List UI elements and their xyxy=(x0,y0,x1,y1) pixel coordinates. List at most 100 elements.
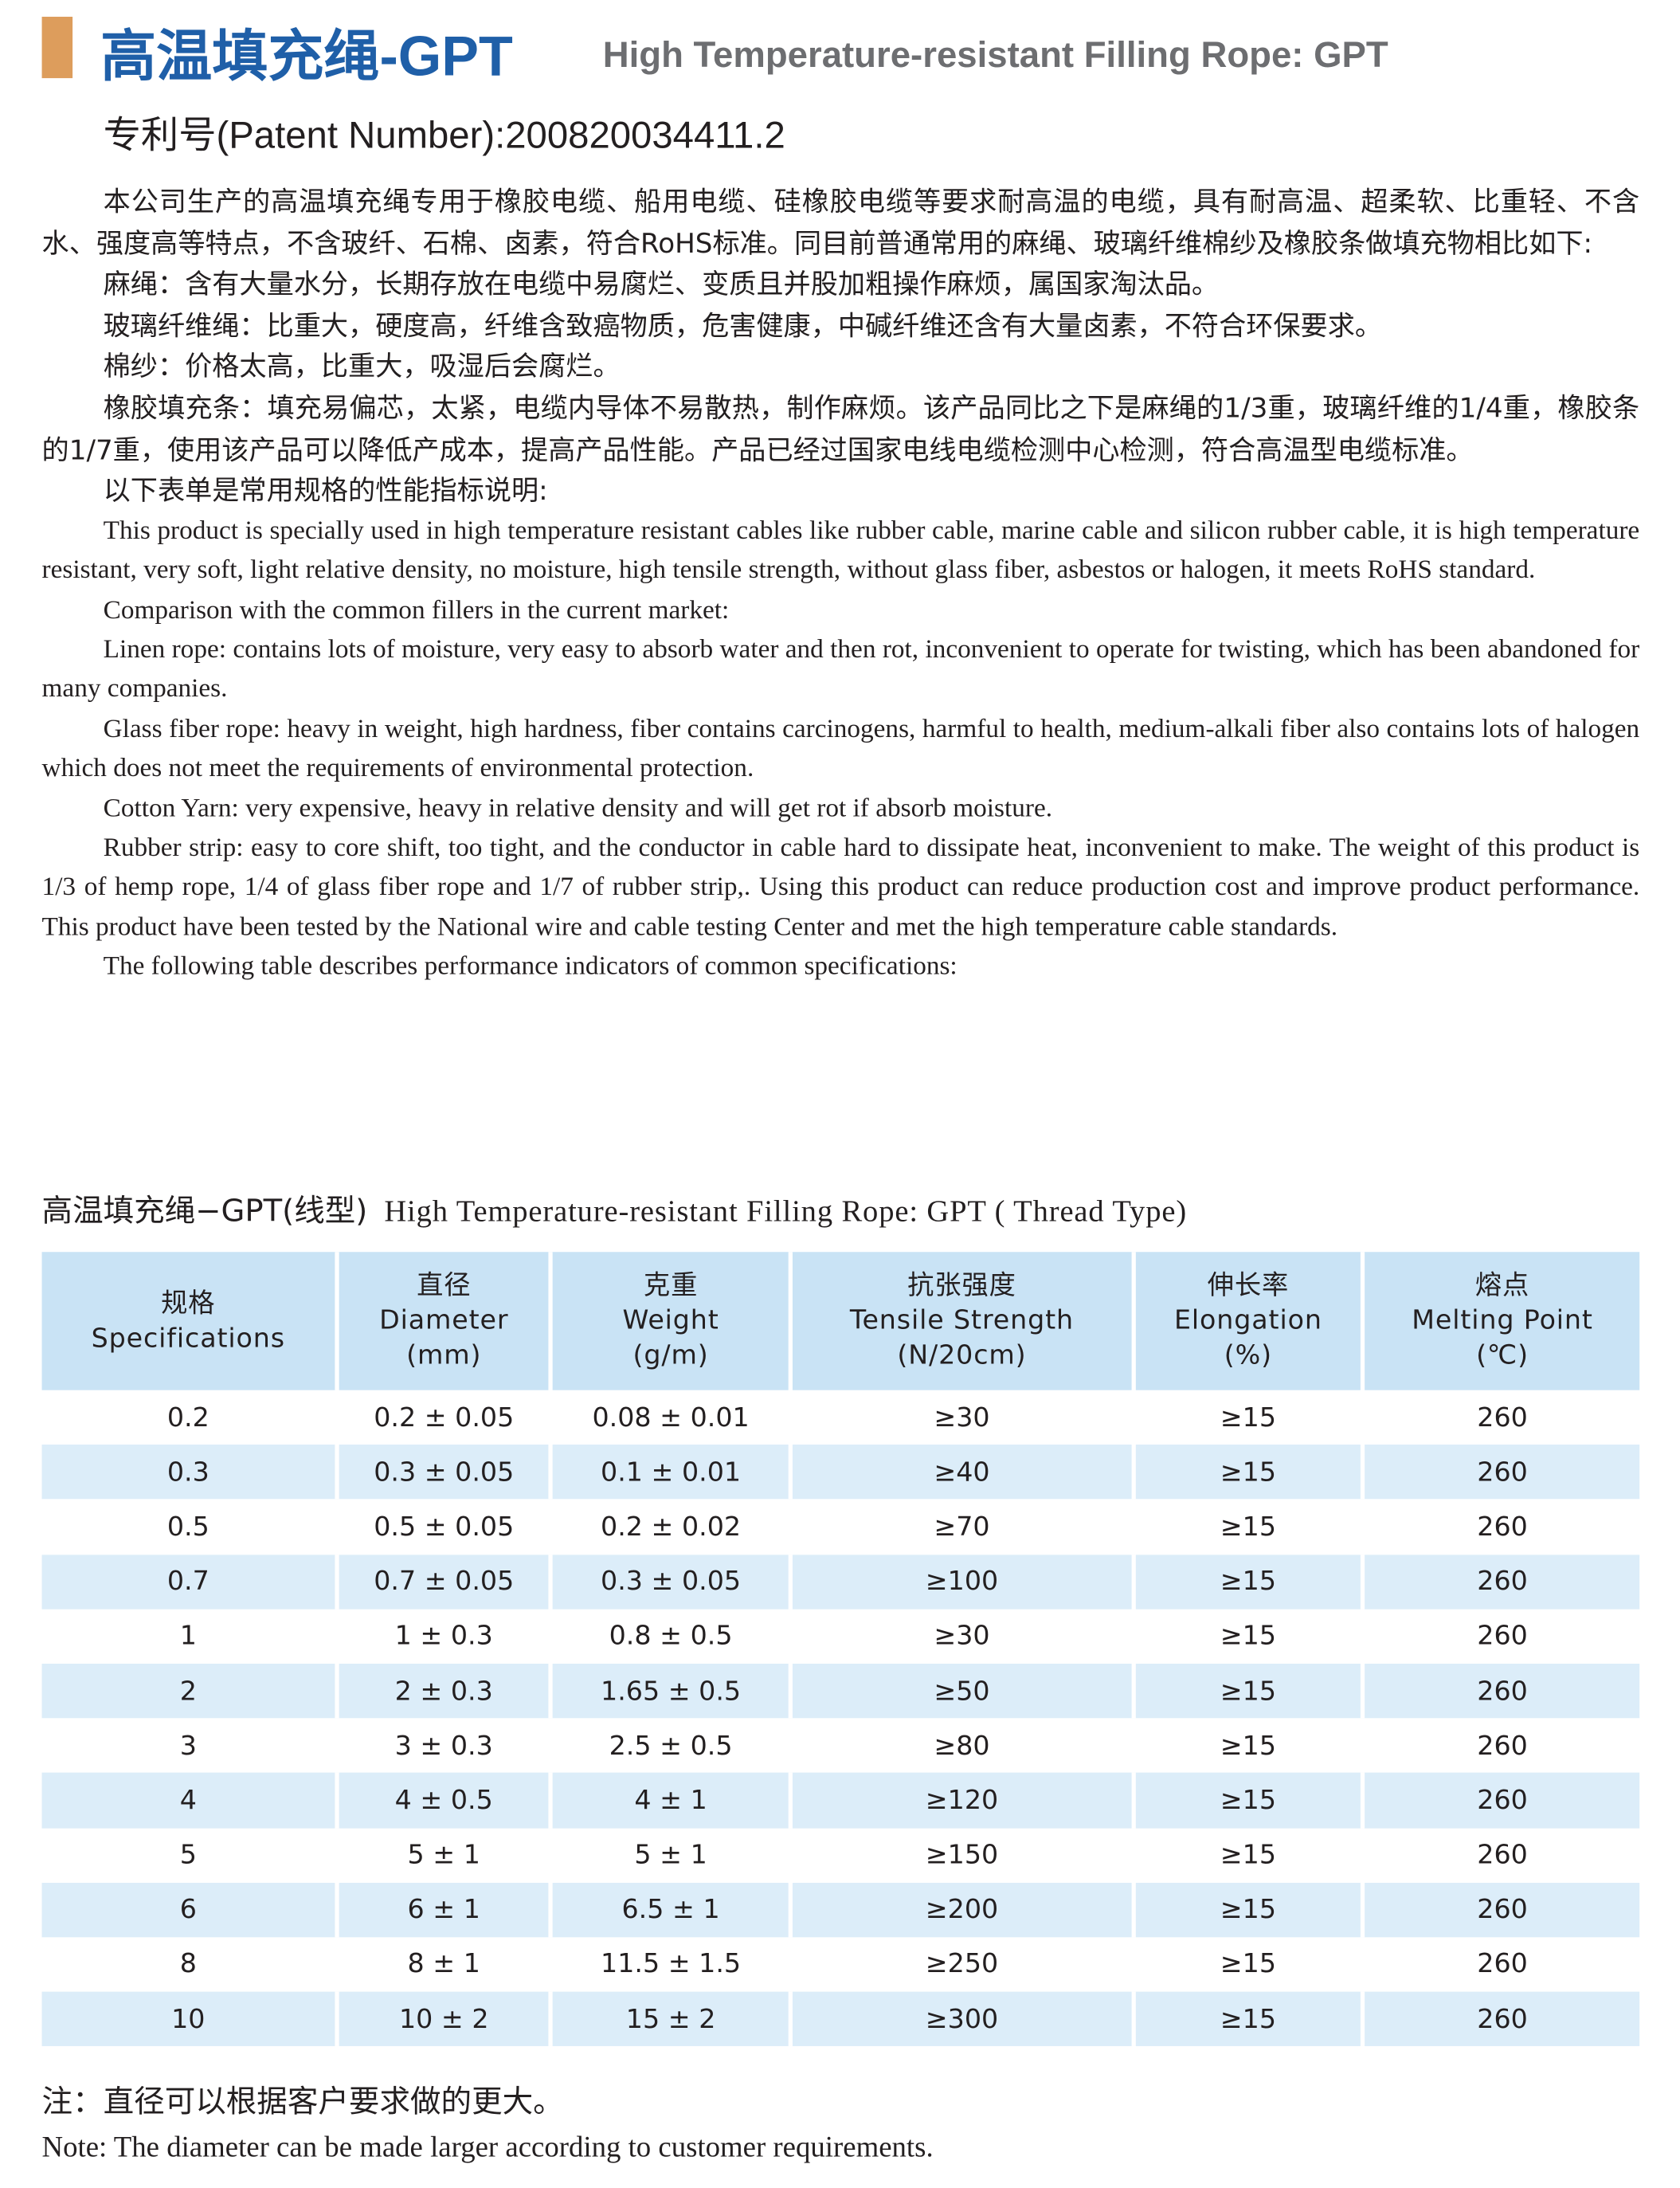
table-cell: 10 ± 2 xyxy=(336,1991,554,2047)
title-cn: 高温填充绳-GPT xyxy=(100,26,513,88)
table-cell: ≥15 xyxy=(1133,1390,1365,1445)
table-cell: 0.3 ± 0.05 xyxy=(550,1554,793,1610)
caption-en: High Temperature-resistant Filling Rope:… xyxy=(384,1193,1188,1229)
paragraph-cn: 玻璃纤维绳：比重大，硬度高，纤维含致癌物质，危害健康，中碱纤维还含有大量卤素，不… xyxy=(103,309,1383,342)
table-cell: ≥300 xyxy=(790,1991,1136,2047)
table-cell: 2 ± 0.3 xyxy=(336,1663,554,1719)
header-cell: 伸长率 Elongation (%) xyxy=(1133,1252,1365,1390)
paragraph-en: Glass fiber rope: heavy in weight, high … xyxy=(41,714,1640,784)
header-line: 熔点 xyxy=(1474,1270,1530,1301)
table-cell: ≥15 xyxy=(1133,1773,1365,1828)
table-cell: 260 xyxy=(1363,1445,1640,1500)
table-cell: 3 xyxy=(41,1718,339,1774)
table-body: 0.2 0.2 ± 0.05 0.08 ± 0.01 ≥30 ≥15 260 0.3 0.3 … xyxy=(41,1390,1640,2047)
table-cell: 0.2 xyxy=(41,1390,339,1445)
paragraph-en: The following table describes performanc… xyxy=(103,952,957,982)
header-line: 直径 xyxy=(417,1270,472,1301)
table-cell: 4 ± 1 xyxy=(550,1773,793,1828)
table-cell: ≥15 xyxy=(1133,1554,1365,1610)
paragraph-cn: 以下表单是常用规格的性能指标说明: xyxy=(103,474,548,508)
table-cell: 260 xyxy=(1477,1402,1528,1433)
table-cell: 260 xyxy=(1477,1621,1528,1652)
table-cell: 1 xyxy=(41,1609,339,1664)
table-cell: 260 xyxy=(1477,1511,1528,1543)
table-cell: 260 xyxy=(1363,1554,1640,1610)
table-cell: 0.5 ± 0.05 xyxy=(336,1499,554,1555)
table-cell: 1 ± 0.3 xyxy=(336,1609,554,1664)
table-row: 0.7 0.7 ± 0.05 0.3 ± 0.05 ≥100 ≥15 260 xyxy=(41,1554,1640,1610)
table-cell: 260 xyxy=(1363,1773,1640,1828)
table-cell: ≥15 xyxy=(1133,1663,1365,1719)
table-cell: 6.5 ± 1 xyxy=(550,1882,793,1938)
paragraph-cn: 橡胶填充条：填充易偏芯，太紧，电缆内导体不易散热，制作麻烦。该产品同比之下是麻绳… xyxy=(41,392,1640,466)
table-cell: 1.65 ± 0.5 xyxy=(550,1663,793,1719)
table-cell: ≥250 xyxy=(790,1937,1136,1992)
paragraph-en: Linen rope: contains lots of moisture, v… xyxy=(41,634,1640,704)
table-cell: ≥100 xyxy=(790,1554,1136,1610)
table-cell: ≥50 xyxy=(790,1663,1136,1719)
header-cell: 抗张强度 Tensile Strength (N/20cm) xyxy=(790,1252,1136,1390)
patent-number: 专利号(Patent Number):200820034411.2 xyxy=(103,114,785,157)
table-cell: ≥40 xyxy=(790,1445,1136,1500)
table-cell: 4 ± 0.5 xyxy=(336,1773,554,1828)
table-cell: 15 ± 2 xyxy=(550,1991,793,2047)
table-row: 0.3 0.3 ± 0.05 0.1 ± 0.01 ≥40 ≥15 260 xyxy=(41,1445,1640,1500)
table-cell: ≥15 xyxy=(1133,1991,1365,2047)
table-cell: 2.5 ± 0.5 xyxy=(550,1718,793,1774)
table-cell: 3 ± 0.3 xyxy=(336,1718,554,1774)
table-cell: 0.8 ± 0.5 xyxy=(550,1609,793,1664)
header-line: Weight xyxy=(622,1304,719,1336)
table-cell: 6 xyxy=(41,1882,339,1938)
table-caption: 高温填充绳−GPT(线型) High Temperature-resistant … xyxy=(42,1186,1188,1231)
table-cell: 2 xyxy=(41,1663,339,1719)
table-cell: ≥15 xyxy=(1133,1609,1365,1664)
note-en: Note: The diameter can be made larger ac… xyxy=(41,2130,934,2164)
table-cell: 0.08 ± 0.01 xyxy=(550,1390,793,1445)
header-cell: 规格 Specifications xyxy=(41,1252,339,1390)
header-line: Melting Point xyxy=(1412,1304,1593,1336)
table-cell: 260 xyxy=(1477,1949,1528,1980)
table-cell: ≥120 xyxy=(790,1773,1136,1828)
table-cell: 0.1 ± 0.01 xyxy=(550,1445,793,1500)
header-row: 规格 Specifications 直径 Diameter (mm) 克重 Weight (g… xyxy=(41,1252,1640,1390)
paragraph-en: Cotton Yarn: very expensive, heavy in re… xyxy=(103,793,1053,823)
header-line: (N/20cm) xyxy=(897,1339,1027,1371)
table-cell: 6 ± 1 xyxy=(336,1882,554,1938)
caption-cn: 高温填充绳−GPT(线型) xyxy=(41,1194,368,1230)
table-cell: 8 xyxy=(41,1937,339,1992)
header-line: Diameter xyxy=(379,1304,509,1336)
table-cell: 0.7 xyxy=(41,1554,339,1610)
header-line: (g/m) xyxy=(632,1339,709,1371)
note-cn: 注：直径可以根据客户要求做的更大。 xyxy=(41,2084,564,2120)
table-cell: 260 xyxy=(1477,1839,1528,1871)
header-line: 规格 xyxy=(161,1287,216,1319)
table-cell: ≥30 xyxy=(790,1390,1136,1445)
title-en: High Temperature-resistant Filling Rope:… xyxy=(602,33,1388,76)
paragraph-en: Rubber strip: easy to core shift, too ti… xyxy=(41,833,1640,943)
table-cell: ≥15 xyxy=(1133,1718,1365,1774)
paragraph-en: Comparison with the common fillers in th… xyxy=(103,595,730,625)
table-cell: 260 xyxy=(1363,1663,1640,1719)
table-cell: ≥30 xyxy=(790,1609,1136,1664)
header-line: (%) xyxy=(1224,1339,1273,1371)
header-cell: 克重 Weight (g/m) xyxy=(550,1252,793,1390)
table-cell: ≥15 xyxy=(1133,1445,1365,1500)
table-cell: ≥150 xyxy=(790,1827,1136,1883)
table-cell: 260 xyxy=(1477,1730,1528,1762)
table-cell: ≥15 xyxy=(1133,1827,1365,1883)
table-row: 0.5 0.5 ± 0.05 0.2 ± 0.02 ≥70 ≥15 260 xyxy=(41,1499,1640,1555)
table-cell: ≥15 xyxy=(1133,1499,1365,1555)
table-row: 0.2 0.2 ± 0.05 0.08 ± 0.01 ≥30 ≥15 260 xyxy=(41,1390,1640,1445)
table-cell: 260 xyxy=(1363,1991,1640,2047)
header-line: Specifications xyxy=(91,1322,285,1354)
header-line: 克重 xyxy=(643,1270,699,1301)
accent-bar xyxy=(41,17,73,79)
table-cell: ≥15 xyxy=(1133,1882,1365,1938)
header-cell: 直径 Diameter (mm) xyxy=(336,1252,554,1390)
